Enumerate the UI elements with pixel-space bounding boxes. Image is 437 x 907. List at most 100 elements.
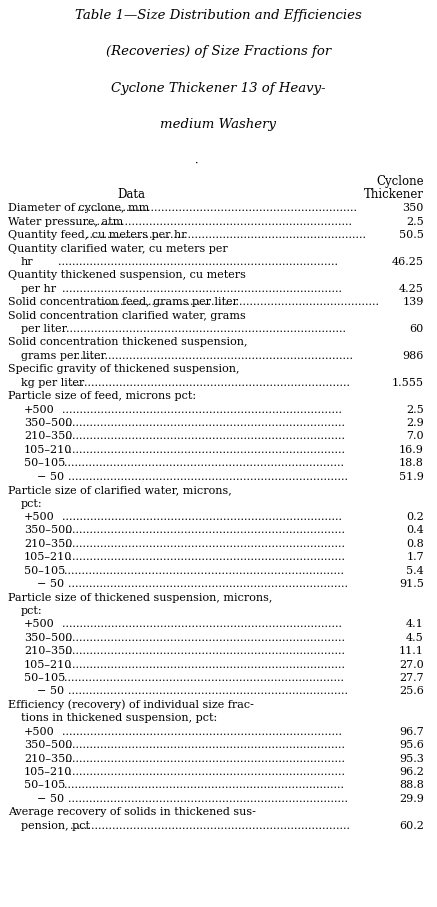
Text: per hr: per hr	[21, 284, 56, 294]
Text: ................................................................................: ........................................…	[62, 512, 342, 522]
Text: 95.3: 95.3	[399, 754, 424, 764]
Text: 4.5: 4.5	[406, 633, 424, 643]
Text: medium Washery: medium Washery	[160, 118, 277, 131]
Text: ................................................................................: ........................................…	[68, 579, 348, 590]
Text: ................................................................................: ........................................…	[64, 566, 344, 576]
Text: per liter: per liter	[21, 324, 67, 334]
Text: pension, pct: pension, pct	[21, 821, 90, 831]
Text: hr: hr	[21, 257, 34, 267]
Text: 1.555: 1.555	[392, 377, 424, 388]
Text: 50–105: 50–105	[24, 673, 65, 683]
Text: 96.7: 96.7	[399, 727, 424, 736]
Text: 18.8: 18.8	[399, 458, 424, 468]
Text: Data: Data	[117, 189, 145, 201]
Text: 0.8: 0.8	[406, 539, 424, 549]
Text: ................................................................................: ........................................…	[62, 727, 342, 736]
Text: Diameter of cyclone, mm: Diameter of cyclone, mm	[8, 203, 149, 213]
Text: 50–105: 50–105	[24, 780, 65, 791]
Text: 210–350: 210–350	[24, 432, 73, 442]
Text: 29.9: 29.9	[399, 794, 424, 804]
Text: ................................................................................: ........................................…	[65, 539, 345, 549]
Text: ................................................................................: ........................................…	[72, 217, 352, 227]
Text: 50–105: 50–105	[24, 566, 65, 576]
Text: grams per liter: grams per liter	[21, 351, 106, 361]
Text: ................................................................................: ........................................…	[64, 673, 344, 683]
Text: 105–210: 105–210	[24, 444, 73, 455]
Text: − 50: − 50	[37, 472, 64, 482]
Text: 25.6: 25.6	[399, 687, 424, 697]
Text: ................................................................................: ........................................…	[62, 405, 342, 414]
Text: 16.9: 16.9	[399, 444, 424, 455]
Text: Particle size of thickened suspension, microns,: Particle size of thickened suspension, m…	[8, 592, 272, 602]
Text: Specific gravity of thickened suspension,: Specific gravity of thickened suspension…	[8, 365, 239, 375]
Text: ................................................................................: ........................................…	[58, 257, 337, 267]
Text: pct:: pct:	[21, 606, 42, 616]
Text: Solid concentration clarified water, grams: Solid concentration clarified water, gra…	[8, 310, 246, 321]
Text: 60.2: 60.2	[399, 821, 424, 831]
Text: ................................................................................: ........................................…	[70, 377, 350, 388]
Text: Table 1—Size Distribution and Efficiencies: Table 1—Size Distribution and Efficienci…	[75, 9, 362, 22]
Text: 210–350: 210–350	[24, 539, 73, 549]
Text: 350–500: 350–500	[24, 418, 73, 428]
Text: − 50: − 50	[37, 794, 64, 804]
Text: 350–500: 350–500	[24, 525, 73, 535]
Text: ................................................................................: ........................................…	[87, 230, 367, 240]
Text: ................................................................................: ........................................…	[65, 633, 345, 643]
Text: 0.4: 0.4	[406, 525, 424, 535]
Text: pct:: pct:	[21, 499, 42, 509]
Text: 1.7: 1.7	[406, 552, 424, 562]
Text: Cyclone Thickener 13 of Heavy-: Cyclone Thickener 13 of Heavy-	[111, 82, 326, 94]
Text: ................................................................................: ........................................…	[65, 418, 345, 428]
Text: ................................................................................: ........................................…	[65, 432, 345, 442]
Text: 2.5: 2.5	[406, 217, 424, 227]
Text: 986: 986	[402, 351, 424, 361]
Text: 350–500: 350–500	[24, 633, 73, 643]
Text: − 50: − 50	[37, 687, 64, 697]
Text: ................................................................................: ........................................…	[68, 794, 348, 804]
Text: 210–350: 210–350	[24, 754, 73, 764]
Text: − 50: − 50	[37, 579, 64, 590]
Text: 350–500: 350–500	[24, 740, 73, 750]
Text: ................................................................................: ........................................…	[77, 203, 357, 213]
Text: ................................................................................: ........................................…	[65, 767, 345, 777]
Text: Efficiency (recovery) of individual size frac-: Efficiency (recovery) of individual size…	[8, 700, 254, 710]
Text: 27.0: 27.0	[399, 659, 424, 669]
Text: 88.8: 88.8	[399, 780, 424, 791]
Text: ................................................................................: ........................................…	[65, 525, 345, 535]
Text: 96.2: 96.2	[399, 767, 424, 777]
Text: ................................................................................: ........................................…	[65, 444, 345, 455]
Text: 50–105: 50–105	[24, 458, 65, 468]
Text: 7.0: 7.0	[406, 432, 424, 442]
Text: +500: +500	[24, 512, 55, 522]
Text: Particle size of clarified water, microns,: Particle size of clarified water, micron…	[8, 485, 232, 495]
Text: 2.5: 2.5	[406, 405, 424, 414]
Text: Particle size of feed, microns pct:: Particle size of feed, microns pct:	[8, 391, 196, 401]
Text: kg per liter: kg per liter	[21, 377, 84, 388]
Text: 27.7: 27.7	[399, 673, 424, 683]
Text: 2.9: 2.9	[406, 418, 424, 428]
Text: ................................................................................: ........................................…	[66, 324, 346, 334]
Text: ................................................................................: ........................................…	[65, 646, 345, 657]
Text: Quantity clarified water, cu meters per: Quantity clarified water, cu meters per	[8, 243, 228, 254]
Text: 5.4: 5.4	[406, 566, 424, 576]
Text: Solid concentration thickened suspension,: Solid concentration thickened suspension…	[8, 337, 247, 347]
Text: 139: 139	[402, 297, 424, 307]
Text: 105–210: 105–210	[24, 767, 73, 777]
Text: ................................................................................: ........................................…	[65, 552, 345, 562]
Text: 11.1: 11.1	[399, 646, 424, 657]
Text: 4.1: 4.1	[406, 619, 424, 629]
Text: 105–210: 105–210	[24, 659, 73, 669]
Text: 210–350: 210–350	[24, 646, 73, 657]
Text: 350: 350	[402, 203, 424, 213]
Text: Solid concentration feed, grams per liter: Solid concentration feed, grams per lite…	[8, 297, 238, 307]
Text: ................................................................................: ........................................…	[68, 472, 348, 482]
Text: Water pressure, atm: Water pressure, atm	[8, 217, 123, 227]
Text: 105–210: 105–210	[24, 552, 73, 562]
Text: ................................................................................: ........................................…	[62, 284, 343, 294]
Text: Average recovery of solids in thickened sus-: Average recovery of solids in thickened …	[8, 807, 256, 817]
Text: +500: +500	[24, 405, 55, 414]
Text: 4.25: 4.25	[399, 284, 424, 294]
Text: Quantity thickened suspension, cu meters: Quantity thickened suspension, cu meters	[8, 270, 246, 280]
Text: +500: +500	[24, 727, 55, 736]
Text: ................................................................................: ........................................…	[65, 659, 345, 669]
